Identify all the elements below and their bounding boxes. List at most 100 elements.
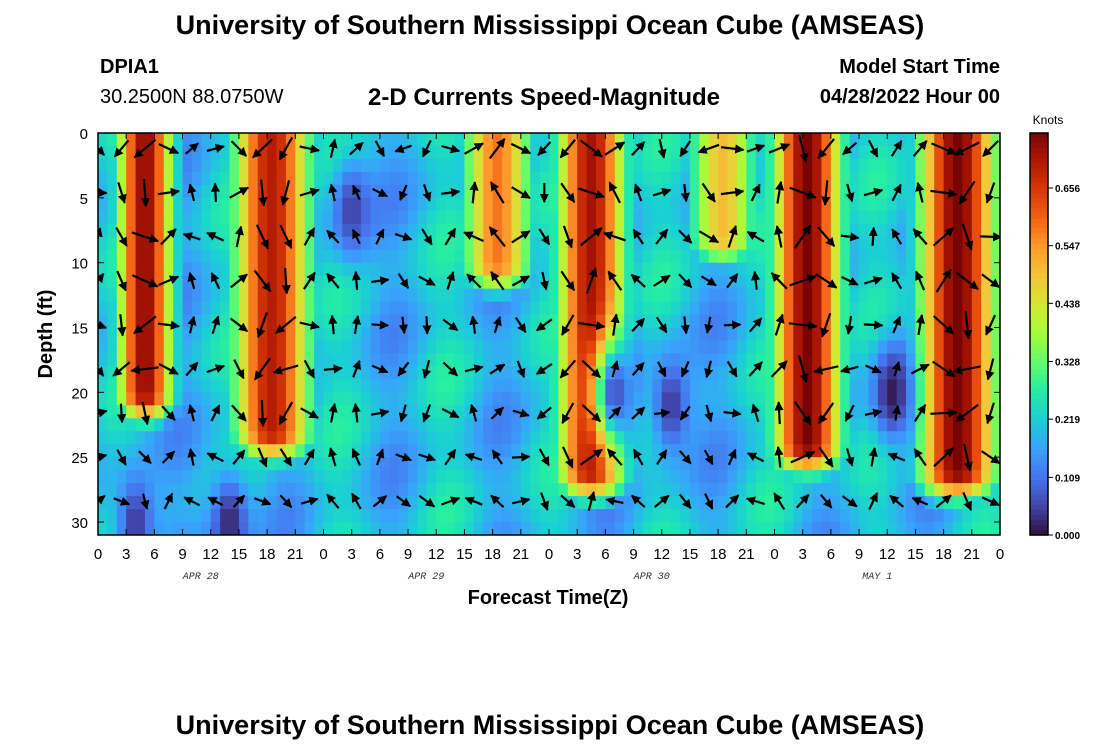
heatmap-cell bbox=[210, 431, 221, 445]
heatmap-cell bbox=[436, 379, 447, 393]
heatmap-cell bbox=[840, 223, 851, 238]
heatmap-cell bbox=[577, 275, 588, 290]
heatmap-cell bbox=[464, 470, 475, 484]
current-arrow bbox=[587, 491, 597, 511]
heatmap-cell bbox=[774, 366, 785, 380]
heatmap-cell bbox=[342, 184, 353, 199]
heatmap-cell bbox=[558, 405, 569, 419]
heatmap-cell bbox=[238, 210, 249, 225]
heatmap-cell bbox=[877, 236, 888, 251]
heatmap-cell bbox=[680, 133, 691, 147]
colorbar-segment bbox=[1030, 489, 1048, 496]
heatmap-cell bbox=[445, 327, 456, 342]
heatmap-cell bbox=[304, 171, 315, 186]
heatmap-cell bbox=[314, 171, 325, 186]
current-arrow bbox=[868, 492, 879, 510]
heatmap-cell bbox=[558, 301, 569, 316]
heatmap-cell bbox=[962, 444, 973, 458]
heatmap-cell bbox=[154, 133, 165, 147]
heatmap-cell bbox=[408, 288, 419, 303]
heatmap-cell bbox=[896, 133, 907, 147]
heatmap-cell bbox=[906, 431, 917, 445]
heatmap-cell bbox=[990, 210, 1000, 225]
heatmap-cell bbox=[107, 483, 118, 497]
current-arrow bbox=[579, 139, 603, 158]
heatmap-cell bbox=[783, 457, 794, 471]
heatmap-cell bbox=[943, 275, 954, 290]
heatmap-cell bbox=[248, 327, 259, 342]
heatmap-cell bbox=[295, 522, 306, 535]
heatmap-cell bbox=[455, 444, 466, 458]
heatmap-cell bbox=[182, 236, 193, 251]
heatmap-cell bbox=[201, 509, 212, 523]
heatmap-cell bbox=[840, 418, 851, 432]
heatmap-cell bbox=[915, 223, 926, 238]
heatmap-cell bbox=[642, 249, 653, 264]
current-arrow bbox=[187, 271, 197, 290]
heatmap-cell bbox=[924, 133, 935, 147]
heatmap-cell bbox=[445, 340, 456, 355]
heatmap-cell bbox=[379, 210, 390, 225]
heatmap-cell bbox=[746, 457, 757, 471]
heatmap-cell bbox=[595, 509, 606, 523]
heatmap-cell bbox=[248, 223, 259, 238]
heatmap-cell bbox=[492, 158, 503, 173]
current-arrow bbox=[726, 273, 739, 289]
heatmap-cell bbox=[718, 392, 729, 406]
heatmap-cell bbox=[990, 301, 1000, 316]
heatmap-cell bbox=[210, 353, 221, 368]
heatmap-cell bbox=[868, 210, 879, 225]
heatmap-cell bbox=[699, 379, 710, 393]
x-tick-label: 18 bbox=[259, 546, 276, 563]
heatmap-cell bbox=[558, 340, 569, 355]
heatmap-cell bbox=[934, 509, 945, 523]
heatmap-cell bbox=[323, 158, 334, 173]
current-arrow bbox=[891, 183, 902, 202]
current-arrow bbox=[720, 144, 745, 154]
heatmap-cell bbox=[116, 197, 127, 212]
colorbar-segment bbox=[1030, 454, 1048, 461]
heatmap-cell bbox=[924, 522, 935, 535]
heatmap-cell bbox=[953, 275, 964, 290]
heatmap-cell bbox=[201, 522, 212, 535]
heatmap-cell bbox=[840, 522, 851, 535]
current-arrow bbox=[932, 315, 955, 335]
heatmap-cell bbox=[426, 171, 437, 186]
heatmap-cell bbox=[906, 457, 917, 471]
heatmap-cell bbox=[473, 184, 484, 199]
heatmap-cell bbox=[962, 301, 973, 316]
current-arrow bbox=[818, 446, 834, 468]
heatmap-cell bbox=[304, 470, 315, 484]
heatmap-cell bbox=[859, 236, 870, 251]
heatmap-cell bbox=[934, 197, 945, 212]
heatmap-cell bbox=[840, 496, 851, 510]
heatmap-cell bbox=[530, 431, 541, 445]
heatmap-cell bbox=[877, 327, 888, 342]
heatmap-cell bbox=[812, 145, 823, 160]
heatmap-cell bbox=[530, 314, 541, 329]
heatmap-cell bbox=[633, 145, 644, 160]
current-arrow bbox=[746, 452, 765, 463]
heatmap-cell bbox=[661, 457, 672, 471]
heatmap-cell bbox=[549, 366, 559, 380]
heatmap-cell bbox=[154, 353, 165, 368]
heatmap-cell bbox=[502, 353, 513, 368]
heatmap-cell bbox=[906, 275, 917, 290]
heatmap-cell bbox=[276, 457, 287, 471]
heatmap-cell bbox=[144, 210, 155, 225]
heatmap-cell bbox=[511, 158, 522, 173]
colorbar-segment bbox=[1030, 223, 1048, 230]
current-arrow bbox=[398, 404, 408, 423]
heatmap-cell bbox=[943, 379, 954, 393]
heatmap-cell bbox=[915, 483, 926, 497]
heatmap-cell bbox=[163, 418, 174, 432]
heatmap-cell bbox=[680, 392, 691, 406]
heatmap-cell bbox=[671, 366, 682, 380]
heatmap-cell bbox=[342, 314, 353, 329]
heatmap-cell bbox=[436, 133, 447, 147]
heatmap-cell bbox=[530, 236, 541, 251]
heatmap-cell bbox=[361, 444, 372, 458]
heatmap-cell bbox=[163, 470, 174, 484]
current-arrow bbox=[912, 228, 928, 246]
heatmap-cell bbox=[502, 327, 513, 342]
